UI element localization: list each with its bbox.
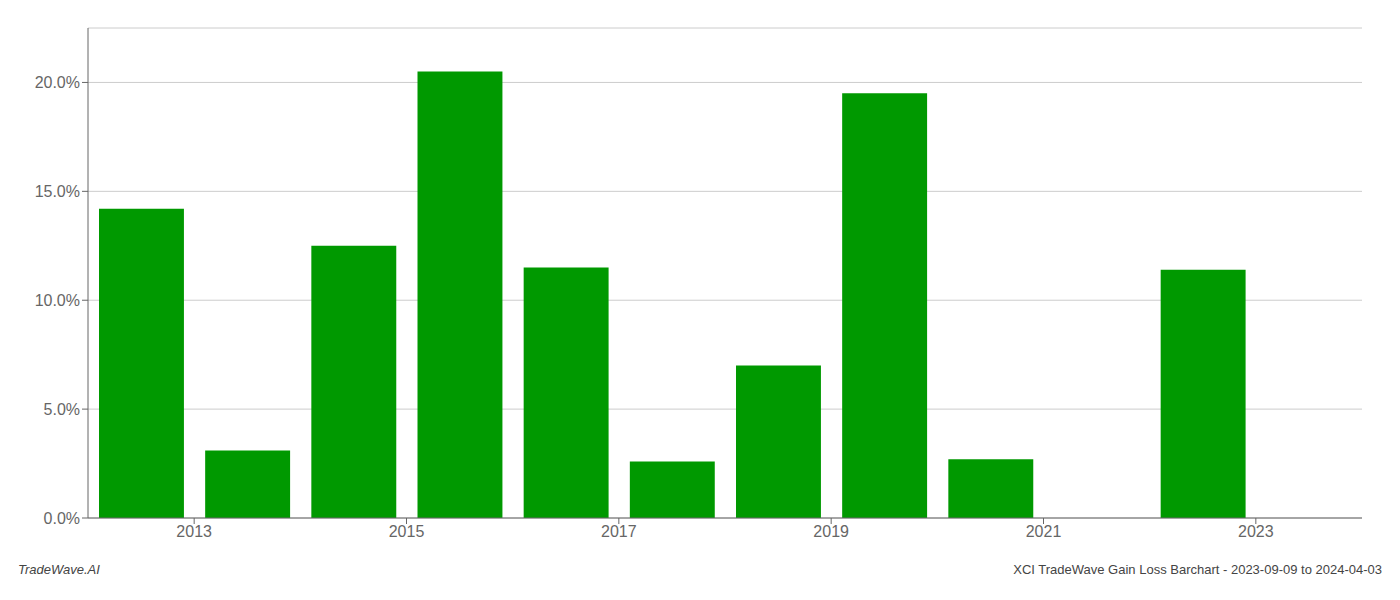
svg-text:2021: 2021: [1026, 523, 1062, 540]
svg-text:2013: 2013: [176, 523, 212, 540]
svg-text:2017: 2017: [601, 523, 637, 540]
svg-text:5.0%: 5.0%: [44, 401, 80, 418]
svg-text:2015: 2015: [389, 523, 425, 540]
svg-text:2023: 2023: [1238, 523, 1274, 540]
svg-text:20.0%: 20.0%: [35, 74, 80, 91]
svg-text:0.0%: 0.0%: [44, 510, 80, 527]
svg-text:2019: 2019: [813, 523, 849, 540]
svg-text:10.0%: 10.0%: [35, 292, 80, 309]
html-text:TradeWave.AI: TradeWave.AI: [18, 562, 100, 577]
svg-text:15.0%: 15.0%: [35, 183, 80, 200]
html-text:XCI TradeWave Gain Loss Barcha: XCI TradeWave Gain Loss Barchart - 2023-…: [1013, 562, 1382, 577]
